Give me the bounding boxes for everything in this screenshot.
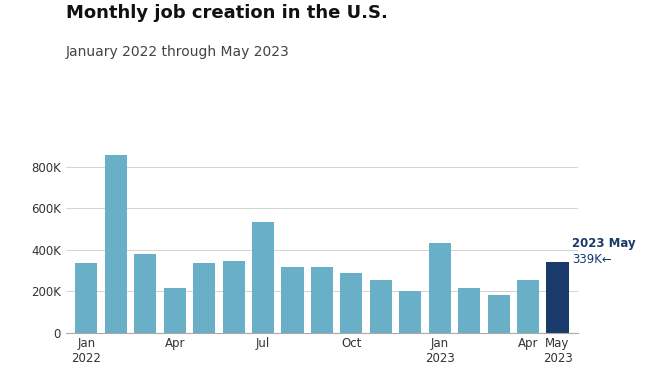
Bar [547, 262, 568, 333]
Bar [340, 273, 363, 333]
Bar [223, 261, 244, 333]
Bar [134, 254, 156, 333]
Text: Monthly job creation in the U.S.: Monthly job creation in the U.S. [66, 4, 388, 22]
Bar [370, 280, 392, 333]
Bar [399, 291, 421, 333]
Bar [517, 280, 539, 333]
Bar [164, 288, 186, 333]
Bar [428, 243, 451, 333]
Bar [76, 263, 97, 333]
Text: 2023 May: 2023 May [572, 237, 636, 250]
Bar [311, 268, 333, 333]
Bar [281, 268, 304, 333]
Bar [458, 288, 480, 333]
Bar [487, 295, 510, 333]
Bar [252, 222, 274, 333]
Text: 339K←: 339K← [572, 253, 612, 266]
Bar [193, 263, 215, 333]
Bar [104, 155, 127, 333]
Text: January 2022 through May 2023: January 2022 through May 2023 [66, 45, 290, 59]
